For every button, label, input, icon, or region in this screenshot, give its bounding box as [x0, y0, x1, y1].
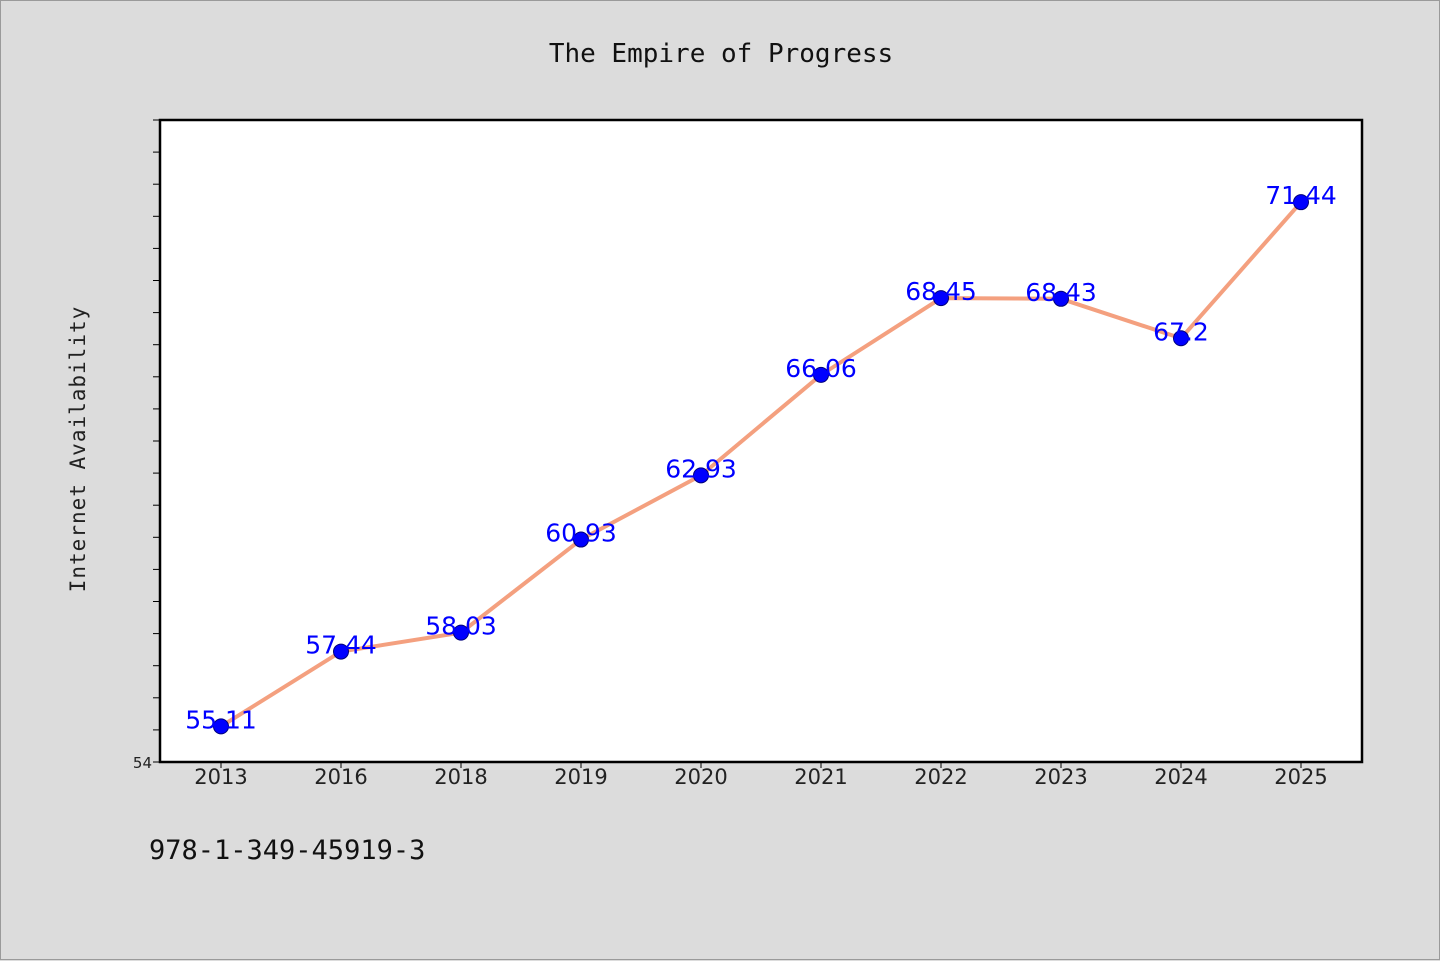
data-point — [573, 531, 589, 548]
y-axis-ticks: 54 — [133, 119, 160, 772]
plot-area — [158, 118, 1364, 764]
y-tick-label: 54 — [133, 754, 152, 772]
series-markers — [213, 194, 1309, 735]
data-label: 55.11 — [185, 705, 257, 734]
x-axis-ticks: 2013 2016 2018 2019 2020 2021 2022 2023 2024 2025 — [194, 762, 1328, 789]
data-point — [453, 624, 469, 641]
x-tick-label: 2025 — [1274, 765, 1327, 789]
data-point — [693, 467, 709, 484]
y-axis-label: Internet Availability — [66, 306, 90, 593]
data-point — [213, 718, 229, 735]
footer-isbn: 978-1-349-45919-3 — [149, 835, 426, 866]
x-tick-label: 2024 — [1154, 765, 1207, 789]
data-label: 57.44 — [305, 631, 377, 660]
data-label: 60.93 — [545, 519, 617, 548]
data-label: 68.43 — [1025, 278, 1097, 307]
x-tick-label: 2023 — [1034, 765, 1087, 789]
data-point — [813, 366, 829, 383]
chart-title: The Empire of Progress — [549, 39, 893, 69]
data-labels: 55.11 57.44 58.03 60.93 62.93 66.06 68.45 68.43… — [185, 181, 1337, 734]
x-tick-label: 2022 — [914, 765, 967, 789]
data-point — [933, 290, 949, 307]
data-label: 62.93 — [665, 454, 737, 483]
data-point — [1293, 194, 1309, 211]
series-line — [219, 200, 1303, 729]
x-tick-label: 2021 — [794, 765, 847, 789]
data-label: 71.44 — [1265, 181, 1337, 210]
data-point — [1053, 290, 1069, 307]
data-label: 66.06 — [785, 354, 857, 383]
x-tick-label: 2018 — [434, 765, 487, 789]
data-label: 67.2 — [1153, 317, 1209, 346]
data-point — [333, 643, 349, 660]
data-label: 68.45 — [905, 277, 977, 306]
data-label: 58.03 — [425, 612, 497, 641]
x-tick-label: 2013 — [194, 765, 247, 789]
x-tick-label: 2020 — [674, 765, 727, 789]
x-tick-label: 2019 — [554, 765, 607, 789]
data-point — [1173, 330, 1189, 347]
x-tick-label: 2016 — [314, 765, 367, 789]
